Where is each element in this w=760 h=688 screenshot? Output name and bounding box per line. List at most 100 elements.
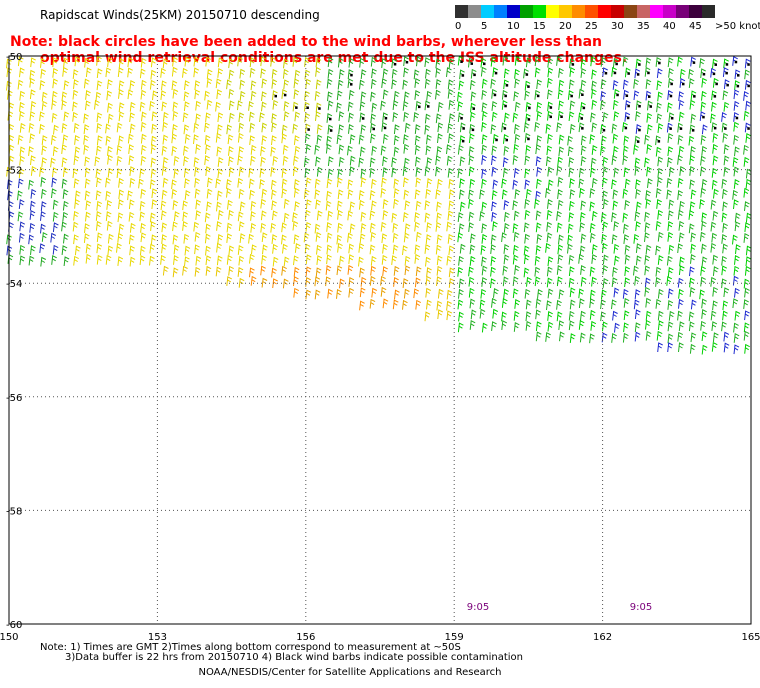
wind-barb [172, 234, 179, 245]
wind-barb [491, 101, 498, 111]
contamination-marker [734, 60, 738, 64]
wind-barb [600, 311, 606, 322]
wind-barb [305, 78, 312, 89]
wind-barb [668, 244, 675, 255]
wind-barb [171, 66, 178, 77]
wind-barb [700, 320, 706, 331]
wind-barb [193, 221, 200, 232]
wind-barb [393, 277, 399, 287]
wind-barb [183, 156, 189, 166]
wind-barb [294, 111, 301, 122]
wind-barb [468, 166, 475, 177]
wind-barb [700, 155, 706, 166]
wind-barb [239, 68, 246, 79]
wind-barb [569, 287, 576, 298]
footer-note-1: Note: 1) Times are GMT 2)Times along bot… [40, 642, 461, 653]
wind-barb [491, 297, 497, 308]
wind-barb [261, 254, 267, 265]
wind-barb [237, 100, 243, 111]
wind-barb [271, 200, 277, 211]
wind-barb [457, 266, 464, 277]
wind-barb [481, 178, 487, 189]
wind-barb [503, 68, 510, 79]
wind-barb [578, 320, 585, 330]
wind-barb [270, 56, 276, 67]
wind-barb [579, 332, 586, 343]
wind-barb [315, 267, 322, 278]
wind-barb [53, 124, 59, 135]
map-title: Rapidscat Winds(25KM) 20150710 descendin… [40, 8, 320, 22]
wind-barb [305, 277, 311, 287]
wind-barb [61, 123, 68, 133]
wind-barb [348, 287, 355, 298]
wind-barb [315, 79, 322, 90]
wind-barb [237, 56, 243, 67]
wind-barb [391, 79, 397, 89]
wind-barb [645, 198, 652, 209]
wind-barb [699, 231, 706, 242]
wind-barb [107, 167, 114, 178]
wind-barb [162, 177, 169, 188]
wind-barb [116, 155, 123, 166]
wind-barb [369, 210, 376, 221]
wind-barb [556, 276, 563, 287]
wind-barb [150, 221, 156, 231]
wind-barb [228, 167, 235, 177]
wind-barb [556, 222, 563, 233]
wind-barb [468, 146, 475, 156]
wind-barb [382, 210, 389, 220]
wind-barb [435, 67, 442, 78]
wind-barb [150, 234, 157, 245]
wind-barb [327, 57, 334, 67]
wind-barb [149, 243, 156, 254]
wind-barb [249, 57, 256, 68]
wind-barb [469, 298, 476, 309]
wind-barb [128, 144, 134, 154]
wind-barb [611, 155, 618, 165]
wind-barb [250, 222, 257, 233]
wind-barb [228, 156, 234, 166]
wind-barb [249, 135, 255, 146]
wind-barb [700, 134, 707, 145]
wind-barb [721, 255, 727, 266]
wind-barb [140, 79, 147, 90]
contamination-marker [384, 117, 388, 120]
wind-barb [635, 255, 642, 266]
wind-barb [534, 266, 541, 277]
wind-barb [173, 255, 179, 265]
wind-barb [591, 80, 597, 91]
wind-barb [360, 168, 367, 179]
wind-barb [248, 167, 255, 178]
wind-barb [536, 101, 543, 112]
wind-barb [96, 145, 102, 156]
wind-barb [172, 88, 179, 99]
wind-barb [117, 256, 124, 266]
wind-barb [745, 133, 752, 143]
wind-barb [305, 143, 312, 154]
wind-barb [261, 232, 268, 243]
wind-barb [118, 89, 124, 99]
colorbar-swatch [533, 5, 546, 18]
wind-barb [612, 145, 619, 156]
wind-barb [512, 276, 519, 287]
wind-barb [503, 145, 510, 156]
wind-barb [535, 144, 542, 155]
contamination-marker [527, 137, 530, 141]
wind-barb [602, 221, 609, 232]
wind-barb [293, 276, 299, 286]
wind-barb [41, 232, 48, 242]
wind-barb [479, 308, 486, 319]
wind-barb [567, 243, 573, 254]
wind-barb [293, 234, 300, 245]
wind-barb [534, 121, 541, 132]
wind-barb [39, 111, 45, 122]
wind-barb [569, 100, 576, 111]
wind-barb [568, 310, 575, 321]
wind-barb [501, 189, 508, 200]
wind-barb [205, 144, 211, 155]
wind-barb [448, 189, 455, 200]
contamination-marker [747, 63, 750, 66]
wind-barb [513, 310, 520, 321]
wind-barb [558, 67, 564, 78]
wind-barb [490, 124, 497, 134]
